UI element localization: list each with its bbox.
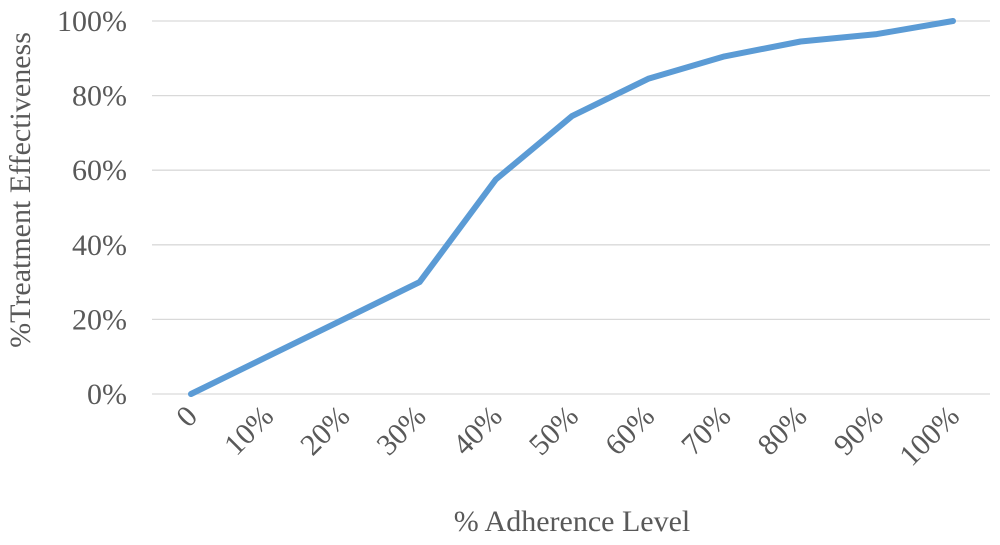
y-tick-label: 0% — [87, 378, 127, 411]
y-tick-label: 40% — [72, 229, 127, 262]
x-tick-label: 20% — [294, 400, 356, 462]
y-tick-label: 20% — [72, 303, 127, 336]
x-tick-label: 0 — [170, 400, 204, 434]
x-tick-label: 60% — [599, 400, 661, 462]
x-tick-label: 80% — [751, 400, 813, 462]
x-tick-label: 100% — [893, 400, 966, 473]
x-tick-label: 30% — [370, 400, 432, 462]
y-tick-label: 80% — [72, 80, 127, 113]
x-axis-title: % Adherence Level — [454, 505, 691, 538]
y-tick-label: 60% — [72, 154, 127, 187]
series-group — [188, 18, 956, 397]
x-tick-label: 90% — [828, 400, 890, 462]
y-tick-label: 100% — [57, 5, 127, 38]
gridlines — [152, 20, 990, 395]
x-tick-label: 50% — [523, 400, 585, 462]
series-line — [188, 18, 956, 397]
x-tick-label: 40% — [447, 400, 509, 462]
x-axis-tick-labels: 0 10% 20% 30% 40% 50% 60% 70% 80% 90% 100% — [170, 400, 966, 473]
y-axis-title: %Treatment Effectiveness — [4, 32, 37, 348]
x-tick-label: 10% — [218, 400, 280, 462]
y-axis-tick-labels: 0% 20% 40% 60% 80% 100% — [57, 5, 127, 411]
x-tick-label: 70% — [675, 400, 737, 462]
